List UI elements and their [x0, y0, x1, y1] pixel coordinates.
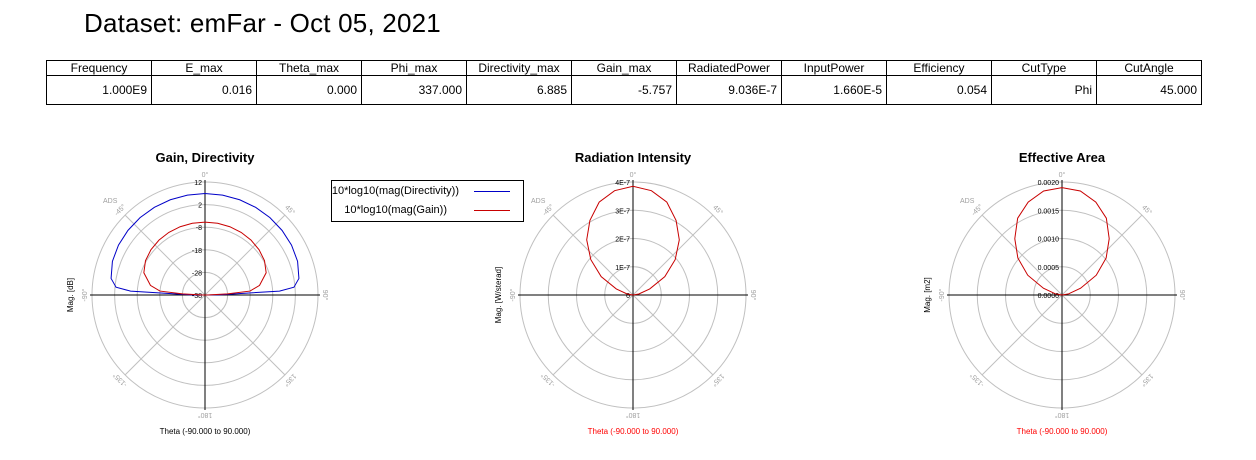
table-row: 1.000E9 0.016 0.000 337.000 6.885 -5.757…: [46, 75, 1202, 105]
header-cell: InputPower: [781, 60, 887, 76]
corner-label: ADS: [960, 198, 975, 205]
grid-spoke: [204, 294, 286, 376]
chart-legend: 10*log10(mag(Directivity)) 10*log10(mag(…: [331, 180, 524, 222]
grid-spoke: [1061, 214, 1143, 296]
radial-tick-label: 0.0020: [1038, 180, 1060, 187]
radiation-intensity-polar-chart: 0°45°90°135°180°-135°-90°-45°ADS4E-73E-7…: [494, 171, 757, 436]
table-cell: 0.000: [256, 75, 362, 105]
table-cell: Phi: [991, 75, 1097, 105]
grid-spoke: [981, 294, 1063, 376]
angle-tick-label: 0°: [202, 171, 209, 179]
angle-tick-label: -90°: [938, 288, 946, 301]
legend-label: 10*log10(mag(Directivity)): [331, 185, 459, 197]
radial-tick-label: 2: [198, 203, 202, 210]
grid-spoke: [1061, 294, 1143, 376]
radial-tick-label: 3E-7: [615, 208, 630, 215]
angle-tick-label: 90°: [321, 290, 329, 301]
header-cell: Phi_max: [361, 60, 467, 76]
radial-tick-label: 0.0010: [1038, 237, 1060, 244]
chart-title-gain-directivity: Gain, Directivity: [155, 150, 255, 165]
radial-tick-label: -18: [192, 248, 202, 255]
angle-tick-label: 90°: [1178, 290, 1186, 301]
header-cell: Theta_max: [256, 60, 362, 76]
radial-tick-label: -28: [192, 270, 202, 277]
x-axis-label: Theta (-90.000 to 90.000): [160, 427, 251, 436]
table-cell: 1.000E9: [46, 75, 152, 105]
legend-line-directivity: [474, 191, 510, 192]
gain-directivity-polar-chart: 0°45°90°135°180°-135°-90°-45°ADS122-8-18…: [66, 171, 329, 436]
series-line: [586, 185, 680, 296]
table-header-row: Frequency E_max Theta_max Phi_max Direct…: [46, 60, 1202, 76]
table-cell: 0.054: [886, 75, 992, 105]
effective-area-polar-chart: 0°45°90°135°180°-135°-90°-45°ADS0.00200.…: [923, 171, 1186, 436]
angle-tick-label: 0°: [630, 171, 637, 179]
angle-tick-label: 180°: [626, 411, 641, 419]
corner-label: ADS: [531, 198, 546, 205]
x-axis-label: Theta (-90.000 to 90.000): [1017, 427, 1108, 436]
corner-label: ADS: [103, 198, 118, 205]
series-line: [143, 221, 267, 296]
radial-tick-label: 1E-7: [615, 265, 630, 272]
series-line: [1014, 187, 1110, 296]
radial-tick-label: 0: [626, 293, 630, 300]
table-cell: 9.036E-7: [676, 75, 782, 105]
legend-line-gain: [474, 210, 510, 211]
grid-spoke: [204, 214, 286, 296]
y-axis-label: Mag. [dB]: [66, 278, 75, 312]
legend-item-gain: 10*log10(mag(Gain)): [332, 202, 523, 218]
x-axis-label: Theta (-90.000 to 90.000): [588, 427, 679, 436]
grid-spoke: [552, 294, 634, 376]
table-cell: 45.000: [1096, 75, 1202, 105]
grid-spoke: [632, 214, 714, 296]
grid-spoke: [632, 294, 714, 376]
table-cell: 337.000: [361, 75, 467, 105]
summary-table: Frequency E_max Theta_max Phi_max Direct…: [46, 60, 1202, 105]
angle-tick-label: 0°: [1059, 171, 1066, 179]
y-axis-label: Mag. [m2]: [923, 277, 932, 313]
radial-tick-label: -38: [192, 293, 202, 300]
page-title: Dataset: emFar - Oct 05, 2021: [84, 8, 441, 38]
radial-tick-label: -8: [196, 225, 202, 232]
radial-tick-label: 4E-7: [615, 180, 630, 187]
angle-tick-label: -90°: [81, 288, 89, 301]
header-cell: Directivity_max: [466, 60, 572, 76]
chart-title-radiation-intensity: Radiation Intensity: [574, 150, 692, 165]
header-cell: CutAngle: [1096, 60, 1202, 76]
radial-tick-label: 12: [194, 180, 202, 187]
radial-tick-label: 0.0000: [1038, 293, 1060, 300]
chart-title-effective-area: Effective Area: [1018, 150, 1106, 165]
header-cell: Efficiency: [886, 60, 992, 76]
grid-spoke: [124, 214, 206, 296]
radial-tick-label: 2E-7: [615, 237, 630, 244]
header-cell: Frequency: [46, 60, 152, 76]
header-cell: CutType: [991, 60, 1097, 76]
grid-spoke: [981, 214, 1063, 296]
legend-item-directivity: 10*log10(mag(Directivity)): [332, 183, 523, 199]
legend-label: 10*log10(mag(Gain)): [344, 204, 447, 216]
angle-tick-label: -90°: [509, 288, 517, 301]
angle-tick-label: 180°: [1055, 411, 1070, 419]
table-cell: 6.885: [466, 75, 572, 105]
radial-tick-label: 0.0005: [1038, 265, 1060, 272]
table-cell: 1.660E-5: [781, 75, 887, 105]
table-cell: -5.757: [571, 75, 677, 105]
table-cell: 0.016: [151, 75, 257, 105]
grid-spoke: [552, 214, 634, 296]
header-cell: RadiatedPower: [676, 60, 782, 76]
series-line: [110, 193, 300, 296]
grid-spoke: [124, 294, 206, 376]
angle-tick-label: 180°: [198, 411, 213, 419]
header-cell: Gain_max: [571, 60, 677, 76]
header-cell: E_max: [151, 60, 257, 76]
radial-tick-label: 0.0015: [1038, 208, 1060, 215]
y-axis-label: Mag. [W/sterad]: [494, 267, 503, 323]
angle-tick-label: 90°: [749, 290, 757, 301]
